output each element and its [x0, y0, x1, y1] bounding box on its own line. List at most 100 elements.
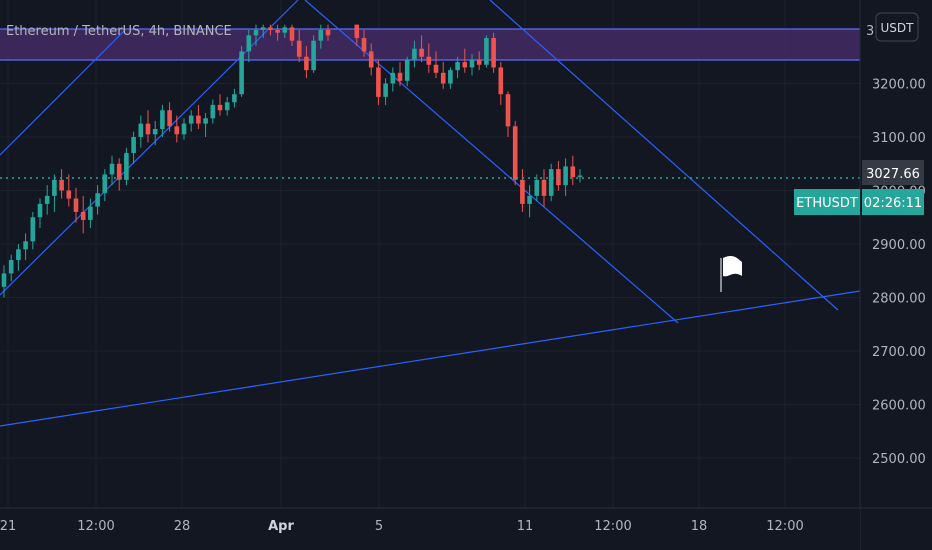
candle-body [203, 118, 208, 124]
price-tick-label: 2900.00 [872, 238, 926, 253]
descending-lower-line [304, 0, 679, 324]
candle [325, 24, 331, 41]
candle-body [577, 175, 583, 178]
time-tick-label: 11 [517, 519, 534, 534]
candle [397, 62, 403, 87]
candle [404, 56, 410, 87]
candle-body [66, 190, 72, 199]
candle [174, 115, 180, 143]
price-tick-label: 3200.00 [872, 78, 926, 93]
candle-body [23, 241, 28, 250]
candle-body [37, 203, 43, 218]
candle-body [275, 30, 280, 33]
candle [289, 24, 295, 47]
candle-body [325, 30, 331, 36]
candle-body [124, 153, 129, 180]
candle [66, 174, 72, 207]
candle [1, 265, 7, 298]
candle [239, 46, 244, 97]
candle-body [167, 110, 172, 127]
candle-body [253, 30, 259, 36]
candle-body [563, 166, 568, 186]
candle [124, 147, 129, 186]
candle [217, 94, 223, 116]
candle-body [361, 38, 367, 52]
candle [520, 169, 525, 212]
candle-body [462, 62, 468, 68]
candle [30, 211, 36, 250]
candle [534, 174, 540, 202]
candle [505, 91, 511, 137]
candle-body [196, 115, 201, 124]
currency-button[interactable] [875, 12, 919, 42]
symbol-label: ETHUSDT [796, 196, 858, 211]
candle-body [354, 24, 360, 39]
candle [462, 48, 468, 73]
candle-body [109, 163, 115, 175]
candle [203, 112, 208, 137]
candle-body [1, 273, 7, 287]
candle [116, 158, 122, 191]
resistance-zone-fill [0, 29, 860, 60]
candle [52, 174, 57, 212]
candle-body [116, 163, 122, 180]
candle-body [88, 206, 93, 220]
candle [80, 195, 86, 234]
candle-body [548, 169, 554, 196]
candle-body [80, 211, 86, 220]
candle-body [512, 126, 518, 180]
time-tick-label: Apr [268, 519, 294, 534]
candle-body [282, 27, 288, 33]
trendlines [0, 0, 861, 427]
candle [95, 185, 100, 215]
candle [59, 169, 64, 199]
candle-body [232, 94, 237, 103]
candle [361, 30, 367, 57]
candle-body [469, 59, 475, 68]
time-tick-label: 12:00 [594, 519, 631, 534]
countdown-label: 02:26:11 [864, 196, 922, 211]
candle [253, 24, 259, 47]
currency-button-label: USDT [881, 21, 915, 35]
candle [419, 35, 424, 63]
time-tick-label: 21 [0, 519, 16, 534]
candle [376, 59, 381, 105]
candle-body [556, 169, 561, 186]
time-axis[interactable] [0, 508, 860, 550]
candle-body [404, 59, 410, 81]
candle-body [476, 59, 482, 65]
price-axis-partial-label: 3 [866, 24, 874, 39]
time-tick-label: 12:00 [766, 519, 803, 534]
candle [577, 169, 583, 183]
candle-body [188, 115, 194, 124]
candle [188, 110, 194, 132]
candle [491, 32, 496, 73]
candle-body [145, 123, 151, 135]
candle [260, 24, 266, 39]
candle [512, 120, 518, 186]
candle-body [433, 64, 439, 73]
candle-body [260, 27, 266, 30]
candle [469, 54, 475, 76]
candle [318, 24, 324, 49]
candle-body [390, 72, 396, 84]
candle [44, 185, 50, 215]
candle [455, 56, 460, 79]
candle-body [505, 94, 511, 127]
candle-body [570, 166, 576, 178]
candle [102, 169, 108, 202]
price-axis[interactable] [860, 0, 932, 550]
candle-body [534, 179, 540, 196]
candle [368, 43, 374, 76]
candle [527, 185, 532, 218]
flag-marker[interactable] [720, 256, 742, 292]
candle-body [16, 249, 21, 261]
candle-body [152, 128, 158, 135]
candles [1, 24, 583, 298]
candle [448, 67, 453, 89]
candle-body [59, 179, 64, 191]
candle [131, 131, 136, 164]
candle-body [217, 104, 223, 111]
